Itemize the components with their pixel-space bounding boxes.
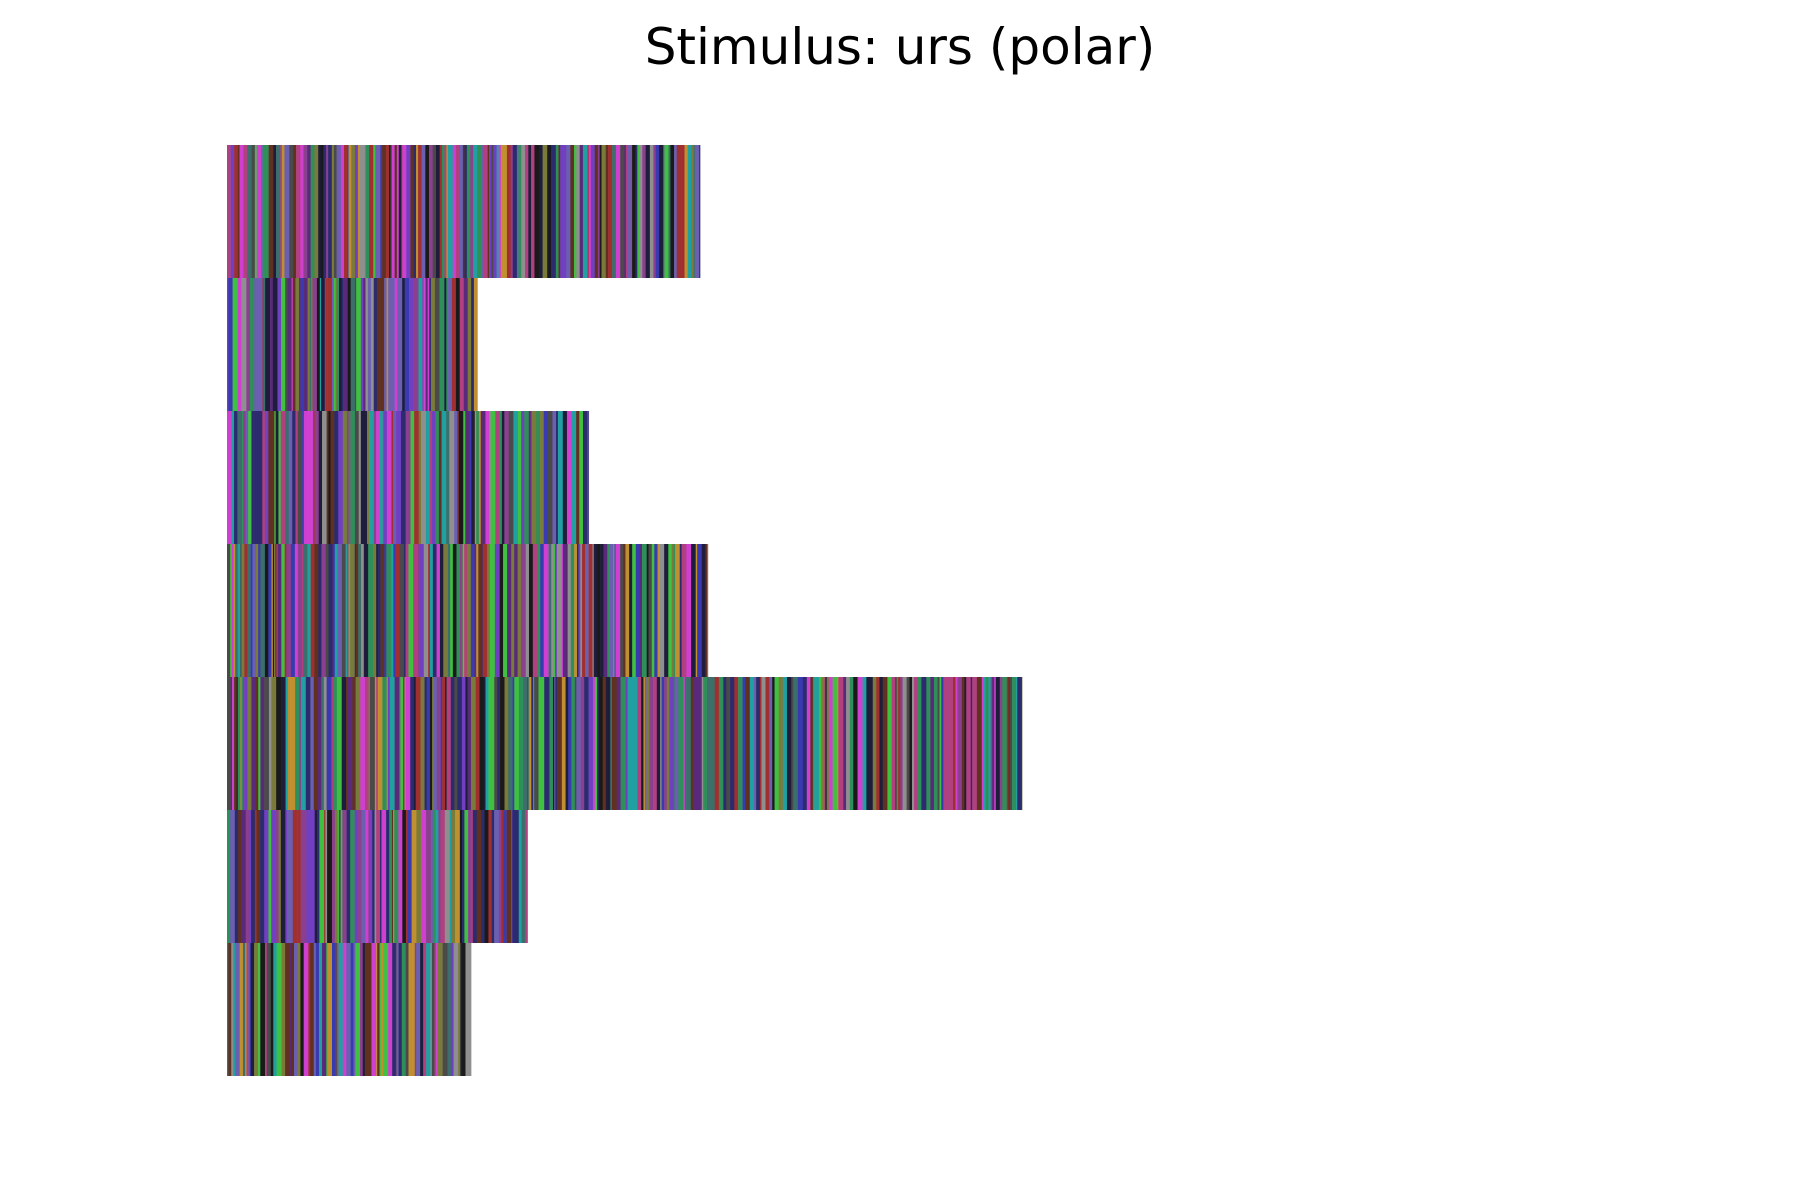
stimulus-row: [227, 544, 709, 677]
figure-title: Stimulus: urs (polar): [644, 18, 1156, 76]
stimulus-row: [227, 677, 1023, 810]
stimulus-row: [227, 278, 478, 411]
stimulus-row: [227, 810, 528, 943]
stimulus-row: [227, 411, 590, 544]
stimulus-row: [227, 145, 701, 278]
stimulus-row: [227, 943, 472, 1076]
